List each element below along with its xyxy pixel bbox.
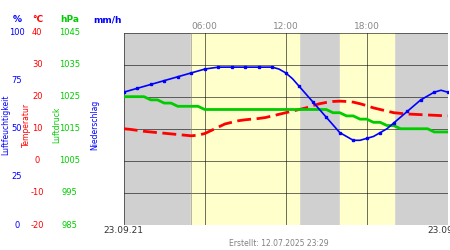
Bar bbox=[340, 32, 394, 225]
Text: 100: 100 bbox=[9, 28, 25, 37]
Text: Niederschlag: Niederschlag bbox=[90, 100, 99, 150]
Text: 1015: 1015 bbox=[59, 124, 80, 133]
Text: 985: 985 bbox=[62, 220, 78, 230]
Text: -10: -10 bbox=[31, 188, 44, 198]
Text: %: % bbox=[13, 16, 22, 24]
Text: 30: 30 bbox=[32, 60, 43, 69]
Text: Luftfeuchtigkeit: Luftfeuchtigkeit bbox=[1, 95, 10, 155]
Text: Luftdruck: Luftdruck bbox=[52, 107, 61, 143]
Text: hPa: hPa bbox=[60, 16, 79, 24]
Bar bbox=[394, 32, 448, 225]
Text: 10: 10 bbox=[32, 124, 43, 133]
Text: 40: 40 bbox=[32, 28, 43, 37]
Bar bbox=[124, 32, 191, 225]
Text: 50: 50 bbox=[12, 124, 22, 133]
Bar bbox=[299, 32, 340, 225]
Text: Erstellt: 12.07.2025 23:29: Erstellt: 12.07.2025 23:29 bbox=[229, 238, 329, 248]
Text: 1005: 1005 bbox=[59, 156, 80, 165]
Text: °C: °C bbox=[32, 16, 43, 24]
Text: 0: 0 bbox=[35, 156, 40, 165]
Text: 1045: 1045 bbox=[59, 28, 80, 37]
Text: Temperatur: Temperatur bbox=[22, 103, 31, 147]
Text: -20: -20 bbox=[31, 220, 44, 230]
Text: 0: 0 bbox=[14, 220, 20, 230]
Text: 995: 995 bbox=[62, 188, 77, 198]
Text: 1025: 1025 bbox=[59, 92, 80, 101]
Bar bbox=[191, 32, 299, 225]
Text: 75: 75 bbox=[12, 76, 22, 85]
Text: 1035: 1035 bbox=[59, 60, 80, 69]
Text: mm/h: mm/h bbox=[93, 16, 122, 24]
Text: 25: 25 bbox=[12, 172, 22, 182]
Text: 20: 20 bbox=[32, 92, 43, 101]
